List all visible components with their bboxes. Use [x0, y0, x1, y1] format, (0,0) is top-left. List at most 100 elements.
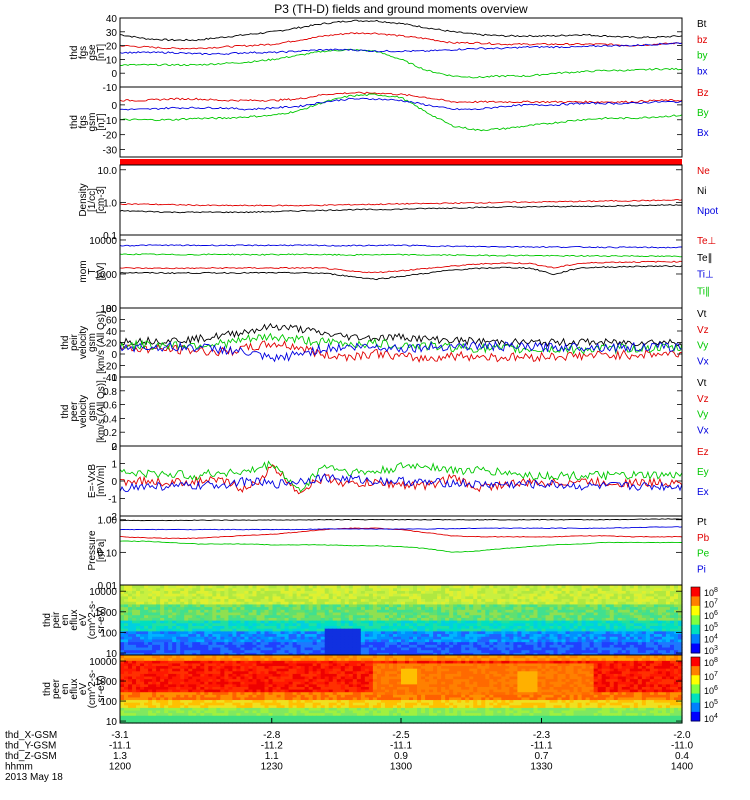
spectrogram-cell	[316, 649, 322, 653]
spectrogram-cell	[180, 699, 185, 703]
spectrogram-cell	[669, 590, 675, 594]
spectrogram-cell	[677, 595, 683, 600]
spectrogram-cell	[384, 628, 390, 632]
spectrogram-cell	[469, 636, 474, 640]
spectrogram-cell	[180, 644, 185, 648]
spectrogram-cell	[156, 715, 161, 719]
spectrogram-cell	[296, 585, 302, 589]
series-line-Bt	[119, 19, 683, 42]
spectrogram-cell	[473, 601, 478, 605]
spectrogram-cell	[569, 585, 575, 589]
spectrogram-cell	[148, 614, 153, 618]
spectrogram-cell	[521, 638, 527, 643]
spectrogram-cell	[573, 622, 579, 626]
y-tick-label: 100	[100, 628, 117, 639]
spectrogram-cell	[597, 590, 603, 594]
spectrogram-cell	[256, 665, 262, 669]
spectrogram-cell	[252, 702, 258, 706]
spectrogram-cell	[248, 683, 254, 687]
spectrogram-cell	[208, 665, 213, 669]
spectrogram-cell	[216, 601, 221, 605]
spectrogram-cell	[220, 593, 225, 597]
y-tick-label: 40	[106, 327, 118, 338]
spectrogram-cell	[569, 595, 575, 600]
spectrogram-cell	[124, 652, 129, 656]
spectrogram-cell	[609, 630, 615, 635]
spectrogram-cell	[228, 707, 233, 711]
spectrogram-cell	[180, 707, 185, 711]
spectrogram-cell	[124, 683, 129, 687]
spectrogram-cell	[256, 630, 262, 635]
spectrogram-cell	[340, 590, 346, 594]
spectrogram-cell	[356, 625, 362, 629]
spectrogram-cell	[505, 598, 510, 602]
spectrogram-cell	[284, 689, 290, 693]
spectrogram-cell	[645, 585, 651, 589]
spectrogram-cell	[200, 662, 205, 667]
spectrogram-cell	[160, 707, 165, 711]
spectrogram-cell	[268, 587, 274, 591]
spectrogram-cell	[344, 646, 350, 651]
spectrogram-cell	[192, 620, 197, 624]
spectrogram-cell	[336, 611, 342, 616]
spectrogram-cell	[525, 595, 531, 600]
spectrogram-cell	[589, 620, 595, 624]
spectrogram-cell	[525, 630, 531, 635]
spectrogram-cell	[276, 587, 282, 591]
spectrogram-cell	[312, 641, 318, 645]
spectrogram-cell	[453, 636, 458, 640]
spectrogram-cell	[553, 585, 559, 589]
spectrogram-cell	[184, 681, 189, 685]
spectrogram-cell	[328, 636, 334, 640]
spectrogram-cell	[336, 614, 342, 618]
spectrogram-cell	[208, 630, 213, 635]
spectrogram-cell	[192, 720, 197, 724]
spectrogram-cell	[304, 649, 310, 653]
spectrogram-cell	[581, 646, 587, 651]
spectrogram-cell	[332, 601, 338, 605]
spectrogram-cell	[276, 665, 282, 669]
spectrogram-cell	[180, 683, 185, 687]
spectrogram-cell	[312, 609, 318, 613]
spectrogram-cell	[120, 702, 125, 706]
spectrogram-cell	[457, 644, 462, 648]
spectrogram-cell	[240, 689, 246, 693]
spectrogram-cell	[308, 644, 314, 648]
spectrogram-cell	[669, 636, 675, 640]
spectrogram-cell	[669, 652, 675, 656]
spectrogram-cell	[212, 585, 217, 589]
spectrogram-cell	[505, 628, 510, 632]
spectrogram-cell	[589, 611, 595, 616]
spectrogram-cell	[489, 595, 494, 600]
spectrogram-cell	[132, 609, 137, 613]
spectrogram-cell	[557, 595, 563, 600]
legend-Ni: Ni	[697, 186, 706, 197]
spectrogram-cell	[156, 595, 161, 600]
spectrogram-cell	[605, 603, 611, 608]
spectrogram-cell	[417, 590, 422, 594]
spectrogram-cell	[280, 638, 286, 643]
spectrogram-cell	[489, 630, 494, 635]
spectrogram-cell	[172, 636, 177, 640]
spectrogram-cell	[156, 681, 161, 685]
spectrogram-cell	[561, 641, 567, 645]
spectrogram-cell	[140, 655, 145, 659]
spectrogram-cell	[352, 598, 358, 602]
spectrogram-cell	[280, 673, 286, 677]
spectrogram-cell	[433, 598, 438, 602]
spectrogram-cell	[244, 681, 250, 685]
spectrogram-cell	[637, 587, 643, 591]
spectrogram-cell	[240, 590, 246, 594]
spectrogram-cell	[481, 620, 486, 624]
spectrogram-cell	[497, 593, 502, 597]
spectrogram-cell	[537, 587, 543, 591]
spectrogram-cell	[228, 689, 233, 693]
spectrogram-cell	[645, 595, 651, 600]
spectrogram-cell	[188, 691, 193, 695]
spectrogram-cell	[184, 657, 189, 661]
spectrogram-cell	[244, 622, 250, 626]
spectrogram-cell	[485, 644, 490, 648]
spectrogram-cell	[248, 702, 254, 706]
spectrogram-cell	[653, 609, 659, 613]
spectrogram-cell	[645, 633, 651, 637]
